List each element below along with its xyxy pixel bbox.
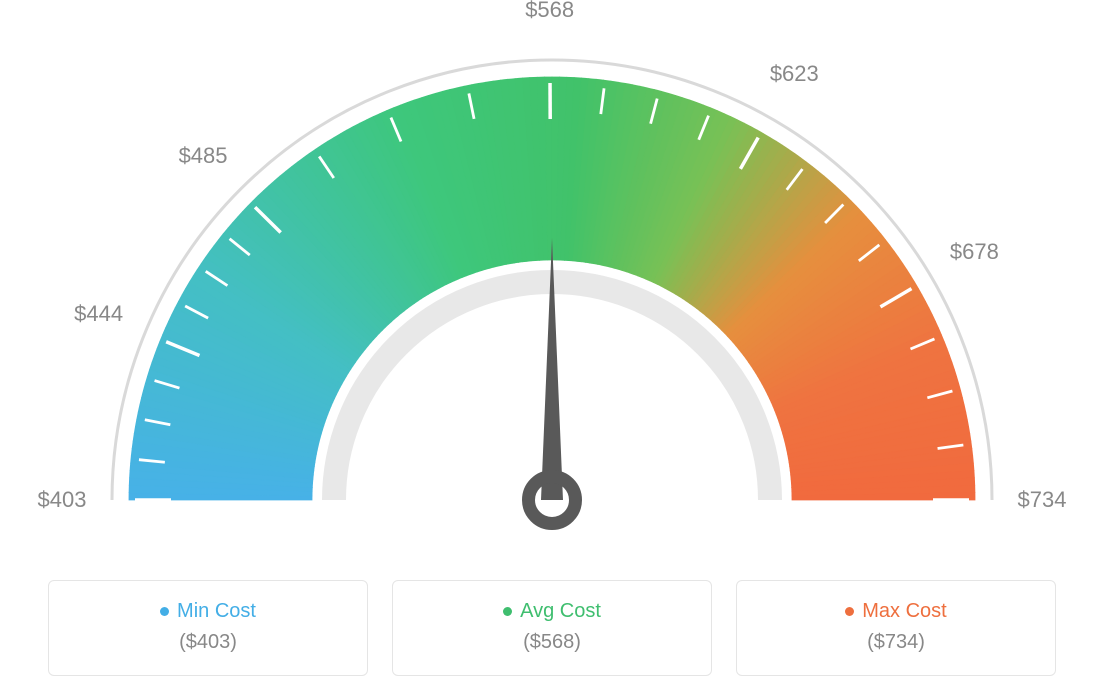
legend-label-min: Min Cost: [177, 600, 256, 623]
legend-title-avg: Avg Cost: [503, 600, 601, 623]
gauge-tick-label: $734: [1018, 487, 1067, 513]
legend-dot-avg: [503, 607, 512, 616]
legend-card-min: Min Cost ($403): [48, 580, 368, 676]
legend-dot-min: [160, 607, 169, 616]
legend-value-max: ($734): [867, 631, 925, 654]
legend-card-max: Max Cost ($734): [736, 580, 1056, 676]
gauge-svg: [0, 0, 1104, 560]
gauge-tick-label: $623: [770, 61, 819, 87]
gauge-tick-label: $568: [525, 0, 574, 23]
legend-title-max: Max Cost: [845, 600, 946, 623]
legend-value-avg: ($568): [523, 631, 581, 654]
legend-label-max: Max Cost: [862, 600, 946, 623]
legend-value-min: ($403): [179, 631, 237, 654]
legend-card-avg: Avg Cost ($568): [392, 580, 712, 676]
legend-row: Min Cost ($403) Avg Cost ($568) Max Cost…: [0, 580, 1104, 676]
legend-dot-max: [845, 607, 854, 616]
gauge-chart: $403 $444 $485 $568 $623 $678 $734: [0, 0, 1104, 560]
gauge-tick-label: $678: [950, 239, 999, 265]
legend-label-avg: Avg Cost: [520, 600, 601, 623]
gauge-tick-label: $403: [38, 487, 87, 513]
legend-title-min: Min Cost: [160, 600, 256, 623]
gauge-tick-label: $485: [179, 143, 228, 169]
gauge-tick-label: $444: [74, 301, 123, 327]
